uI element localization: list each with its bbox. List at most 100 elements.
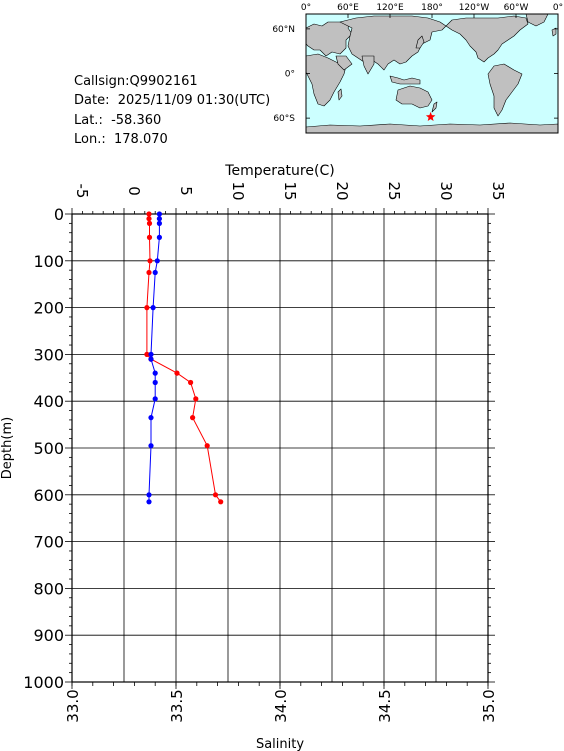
depth-tick-label: 800	[33, 579, 64, 598]
temperature-point	[193, 396, 199, 402]
salinity-axis-label: Salinity	[256, 737, 304, 751]
callsign-row: Callsign:Q9902161	[74, 72, 270, 91]
lon-value: 178.070	[114, 131, 168, 147]
temperature-point	[146, 216, 152, 222]
temperature-point	[146, 234, 153, 240]
salinity-point	[154, 258, 160, 264]
lon-row: Lon.: 178.070	[74, 130, 270, 149]
salinity-point	[156, 216, 162, 222]
land-africa	[305, 53, 347, 107]
map-lon-label: 120°W	[459, 3, 490, 13]
chart-grid	[72, 214, 488, 682]
temperature-point	[146, 269, 152, 276]
temperature-point	[188, 379, 194, 386]
salinity-point	[146, 499, 152, 505]
salinity-series	[146, 211, 162, 505]
temperature-tick-label: -5	[73, 184, 91, 199]
salinity-point	[152, 379, 158, 386]
temperature-tick-label: 15	[281, 181, 299, 200]
land-south-america	[487, 63, 523, 117]
date-value: 2025/11/09 01:30(UTC)	[117, 93, 271, 109]
salinity-tick-label: 34.5	[376, 689, 394, 722]
salinity-point	[156, 234, 162, 240]
salinity-point	[152, 269, 158, 276]
chart-series	[144, 211, 224, 505]
temperature-point	[147, 258, 153, 264]
salinity-point	[152, 370, 158, 376]
temperature-point	[190, 415, 196, 421]
salinity-tick-label: 34.0	[272, 689, 290, 722]
depth-tick-label: 500	[33, 439, 64, 458]
temperature-point	[144, 351, 150, 357]
temperature-tick-label: 30	[437, 181, 455, 200]
land-madagascar	[337, 88, 343, 101]
map-land	[305, 13, 559, 134]
depth-tick-label: 0	[54, 205, 64, 224]
lon-label: Lon.:	[74, 131, 106, 147]
salinity-point	[156, 220, 162, 226]
station-marker	[425, 111, 436, 121]
depth-tick-label: 300	[33, 345, 64, 364]
temperature-point	[144, 305, 150, 311]
salinity-point	[148, 443, 154, 449]
depth-tick-label: 200	[33, 299, 64, 318]
temperature-point	[204, 443, 210, 449]
map-lat-label: 60°S	[273, 114, 295, 124]
salinity-point	[148, 356, 154, 362]
salinity-point	[152, 396, 158, 402]
depth-tick-label: 100	[33, 252, 64, 271]
lat-value: -58.360	[111, 112, 162, 128]
lat-row: Lat.: -58.360	[74, 111, 270, 130]
salinity-point	[146, 492, 152, 498]
land-australia	[395, 85, 433, 109]
salinity-axis: 33.0 33.5 34.0 34.5 35.0	[64, 682, 498, 723]
temperature-point	[212, 492, 219, 498]
map-lat-labels: 60°N 0° 60°S	[272, 25, 295, 124]
salinity-point	[156, 211, 162, 217]
temperature-tick-label: 10	[229, 181, 247, 200]
temperature-tick-label: 0	[125, 186, 143, 196]
world-map: 0° 60°E 120°E 180° 120°W 60°W 0° 60°N 0° 60°S	[272, 3, 563, 134]
date-label: Date:	[74, 93, 110, 109]
salinity-tick-label: 33.5	[168, 689, 186, 722]
star-icon	[425, 111, 436, 121]
temperature-line	[146, 214, 222, 503]
depth-tick-label: 600	[33, 486, 64, 505]
temperature-tick-label: 25	[385, 181, 403, 200]
depth-tick-label: 900	[33, 626, 64, 645]
land-eurasia-west	[305, 19, 353, 57]
depth-axis: 0 100 200 300 400 500 600 700 800 900 1000	[23, 205, 495, 692]
map-lon-label: 180°	[421, 3, 443, 13]
temperature-point	[146, 220, 153, 226]
temperature-point	[174, 370, 180, 376]
land-india	[361, 55, 375, 75]
salinity-tick-label: 35.0	[480, 689, 498, 722]
depth-tick-label: 700	[33, 533, 64, 552]
depth-tick-label: 1000	[23, 673, 64, 692]
temperature-tick-label: 35	[489, 181, 507, 200]
land-north-america	[445, 15, 529, 63]
temperature-tick-label: 20	[333, 181, 351, 200]
temperature-tick-label: 5	[177, 186, 195, 196]
salinity-point	[150, 305, 156, 311]
lat-label: Lat.:	[74, 112, 103, 128]
callsign-value: Q9902161	[129, 74, 198, 89]
callsign-label: Callsign:	[74, 74, 130, 89]
temperature-axis-label: Temperature(C)	[224, 163, 334, 179]
date-row: Date: 2025/11/09 01:30(UTC)	[74, 91, 270, 110]
map-lat-label: 60°N	[272, 25, 295, 35]
map-lon-label: 0°	[553, 3, 563, 13]
depth-tick-label: 400	[33, 392, 64, 411]
map-lon-label: 60°W	[504, 3, 529, 13]
land-indonesia	[389, 75, 421, 85]
salinity-point	[148, 351, 154, 357]
land-new-zealand	[431, 101, 438, 113]
map-lon-labels: 0° 60°E 120°E 180° 120°W 60°W 0°	[301, 3, 563, 13]
temperature-point	[218, 499, 224, 505]
map-lon-label: 60°E	[337, 3, 359, 13]
map-lon-label: 0°	[301, 3, 311, 13]
station-info: Callsign:Q9902161 Date: 2025/11/09 01:30…	[74, 72, 270, 149]
temperature-series	[144, 211, 224, 505]
temperature-point	[146, 211, 152, 217]
